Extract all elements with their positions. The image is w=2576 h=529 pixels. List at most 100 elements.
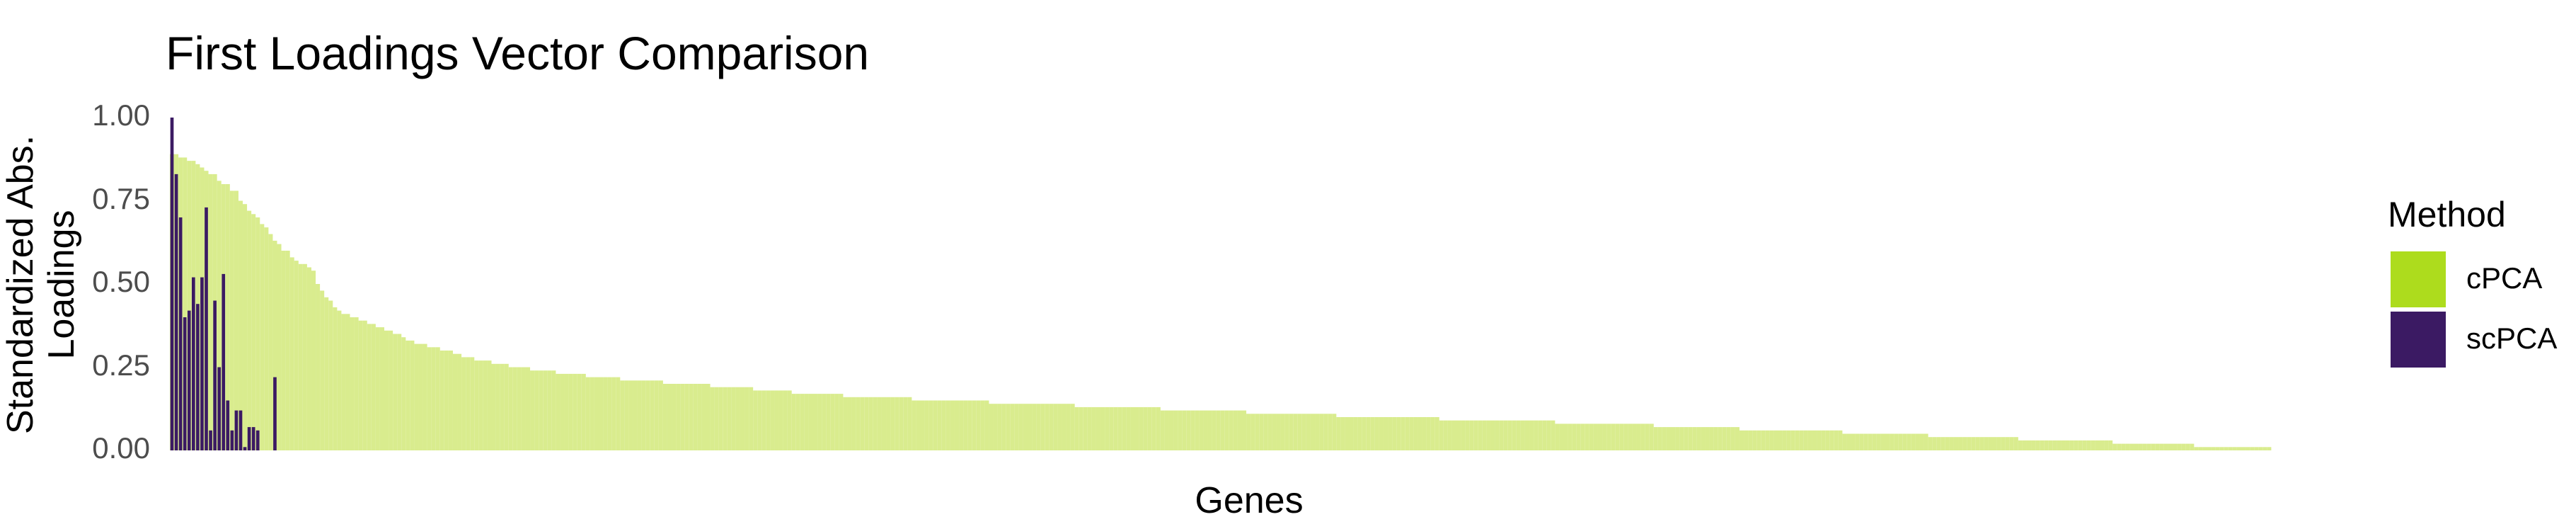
bar-cpca <box>1212 410 1217 450</box>
bar-cpca <box>238 200 243 450</box>
bar-cpca <box>581 373 586 450</box>
bar-cpca <box>899 397 904 450</box>
bar-cpca <box>1105 406 1110 450</box>
bar-cpca <box>1284 414 1289 450</box>
bar-cpca <box>187 161 192 450</box>
bar-cpca <box>1761 430 1766 450</box>
bar-cpca <box>255 217 260 450</box>
bar-cpca <box>1306 414 1311 450</box>
bar-cpca <box>1366 417 1371 450</box>
bar-cpca <box>1546 420 1551 450</box>
bar-cpca <box>1040 404 1045 450</box>
bar-cpca <box>2129 443 2134 450</box>
bar-cpca <box>2211 447 2216 450</box>
bar-cpca <box>410 340 415 450</box>
bar-cpca <box>1653 427 1658 450</box>
bar-cpca <box>1778 430 1783 450</box>
x-axis-title: Genes <box>1195 480 1303 521</box>
bar-scpca <box>234 410 238 450</box>
bar-cpca <box>362 320 367 450</box>
bar-cpca <box>1971 437 1976 450</box>
bar-cpca <box>539 370 544 450</box>
bar-cpca <box>1297 414 1302 450</box>
bar-cpca <box>1401 417 1405 450</box>
bar-cpca <box>2048 440 2053 450</box>
bar-cpca <box>1066 404 1071 450</box>
bar-cpca <box>753 390 758 450</box>
bar-cpca <box>1602 423 1607 450</box>
bar-cpca <box>1242 410 1247 450</box>
bar-cpca <box>945 400 950 450</box>
bar-cpca <box>1551 420 1556 450</box>
bar-cpca <box>2052 440 2057 450</box>
bar-cpca <box>1640 423 1645 450</box>
bar-cpca <box>243 204 248 450</box>
bar-cpca <box>1010 404 1015 450</box>
bar-cpca <box>701 384 706 450</box>
bar-cpca <box>611 377 616 450</box>
bar-cpca <box>1315 414 1320 450</box>
bar-scpca <box>217 367 222 450</box>
bar-cpca <box>272 240 277 450</box>
bar-cpca <box>1434 417 1439 450</box>
bar-cpca <box>2057 440 2062 450</box>
bar-cpca <box>1028 404 1033 450</box>
bar-cpca <box>1628 423 1633 450</box>
bar-cpca <box>1195 410 1200 450</box>
bar-cpca <box>487 360 492 450</box>
bar-cpca <box>1619 423 1624 450</box>
bar-cpca <box>1062 404 1066 450</box>
bar-cpca <box>2236 447 2241 450</box>
bar-cpca <box>311 271 316 450</box>
bar-cpca <box>495 363 500 450</box>
bar-cpca <box>774 390 779 450</box>
bar-cpca <box>1478 420 1483 450</box>
bar-cpca <box>1087 406 1092 450</box>
bar-cpca <box>500 363 505 450</box>
bar-cpca <box>907 397 912 450</box>
bar-cpca <box>1701 427 1706 450</box>
bar-cpca <box>1079 406 1083 450</box>
bar-cpca <box>217 181 222 451</box>
bar-cpca <box>1139 406 1144 450</box>
bar-cpca <box>1182 410 1187 450</box>
bar-cpca <box>2044 440 2049 450</box>
bar-cpca <box>1332 414 1337 450</box>
bar-cpca <box>534 370 539 450</box>
bar-cpca <box>1147 406 1152 450</box>
bar-cpca <box>264 227 269 450</box>
bar-cpca <box>804 394 809 450</box>
bar-cpca <box>2173 443 2178 450</box>
bar-cpca <box>1615 423 1620 450</box>
bar-scpca <box>205 207 208 450</box>
bar-cpca <box>1328 414 1333 450</box>
bar-cpca <box>1259 414 1264 450</box>
bar-cpca <box>800 394 805 450</box>
bar-cpca <box>470 357 475 450</box>
bar-cpca <box>787 390 792 450</box>
bar-cpca <box>735 387 740 450</box>
bar-cpca <box>1160 410 1165 450</box>
legend-title: Method <box>2388 195 2506 234</box>
bar-cpca <box>384 330 389 450</box>
bar-cpca <box>556 373 560 450</box>
bar-cpca <box>2267 447 2272 450</box>
bar-cpca <box>624 380 629 450</box>
bar-cpca <box>950 400 955 450</box>
bar-cpca <box>1456 420 1461 450</box>
series-cpca-bars <box>170 154 2272 451</box>
bar-cpca <box>881 397 887 450</box>
bar-cpca <box>508 367 513 450</box>
bar-cpca <box>422 343 427 450</box>
bar-cpca <box>435 347 440 450</box>
bar-cpca <box>662 384 667 450</box>
bar-cpca <box>1803 430 1808 450</box>
bar-cpca <box>594 377 599 450</box>
bar-cpca <box>1524 420 1530 450</box>
bar-cpca <box>1825 430 1830 450</box>
bar-cpca <box>2219 447 2224 450</box>
bar-cpca <box>1357 417 1362 450</box>
bar-cpca <box>1199 410 1204 450</box>
bar-cpca <box>2009 437 2014 450</box>
bar-cpca <box>877 397 882 450</box>
